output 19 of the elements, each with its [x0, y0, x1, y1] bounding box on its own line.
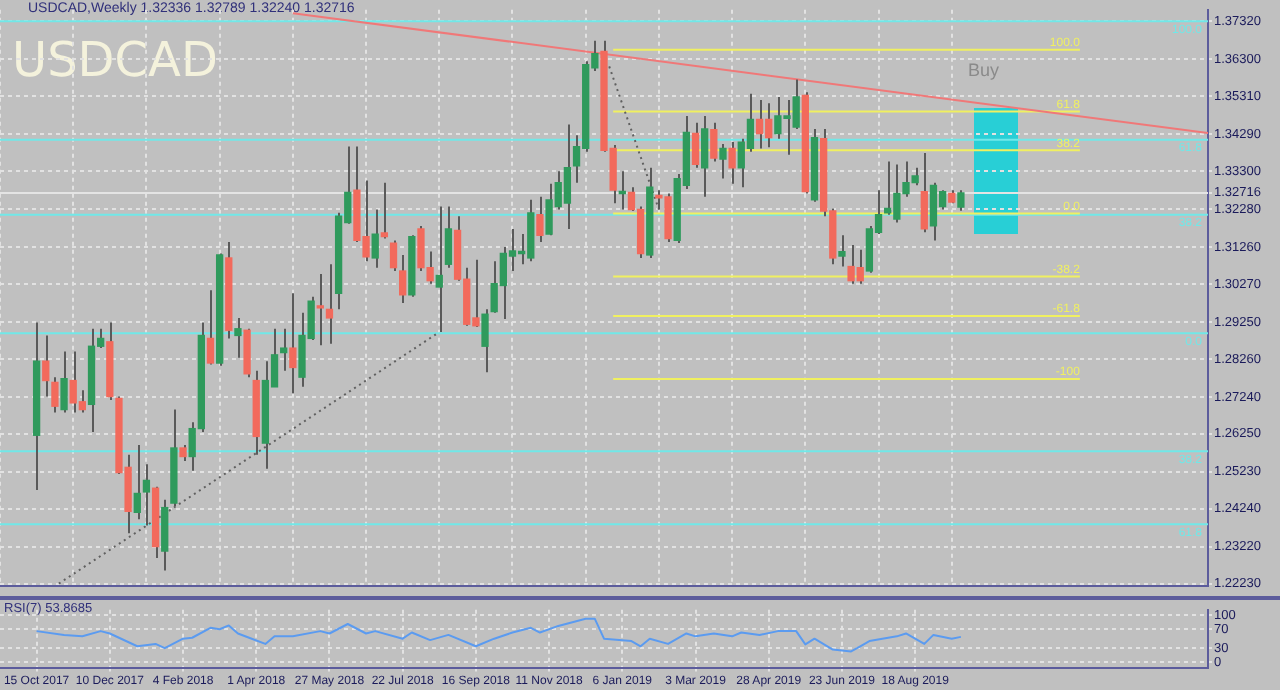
candlestick	[536, 195, 544, 243]
candlestick	[206, 289, 215, 366]
candlestick	[563, 123, 572, 230]
candlestick	[755, 98, 764, 150]
candlestick	[289, 292, 297, 395]
candlestick	[234, 316, 242, 359]
candlestick	[838, 234, 846, 268]
candlestick	[60, 350, 68, 414]
candlestick	[957, 189, 965, 212]
candlestick	[280, 327, 288, 372]
candlestick	[371, 208, 379, 269]
candlestick	[728, 141, 736, 185]
candlestick	[316, 272, 324, 347]
candlestick	[701, 114, 709, 198]
candlestick	[691, 121, 700, 169]
candlestick	[325, 263, 334, 345]
candlestick	[929, 181, 938, 242]
candlestick	[920, 151, 928, 234]
candlestick	[710, 121, 718, 163]
